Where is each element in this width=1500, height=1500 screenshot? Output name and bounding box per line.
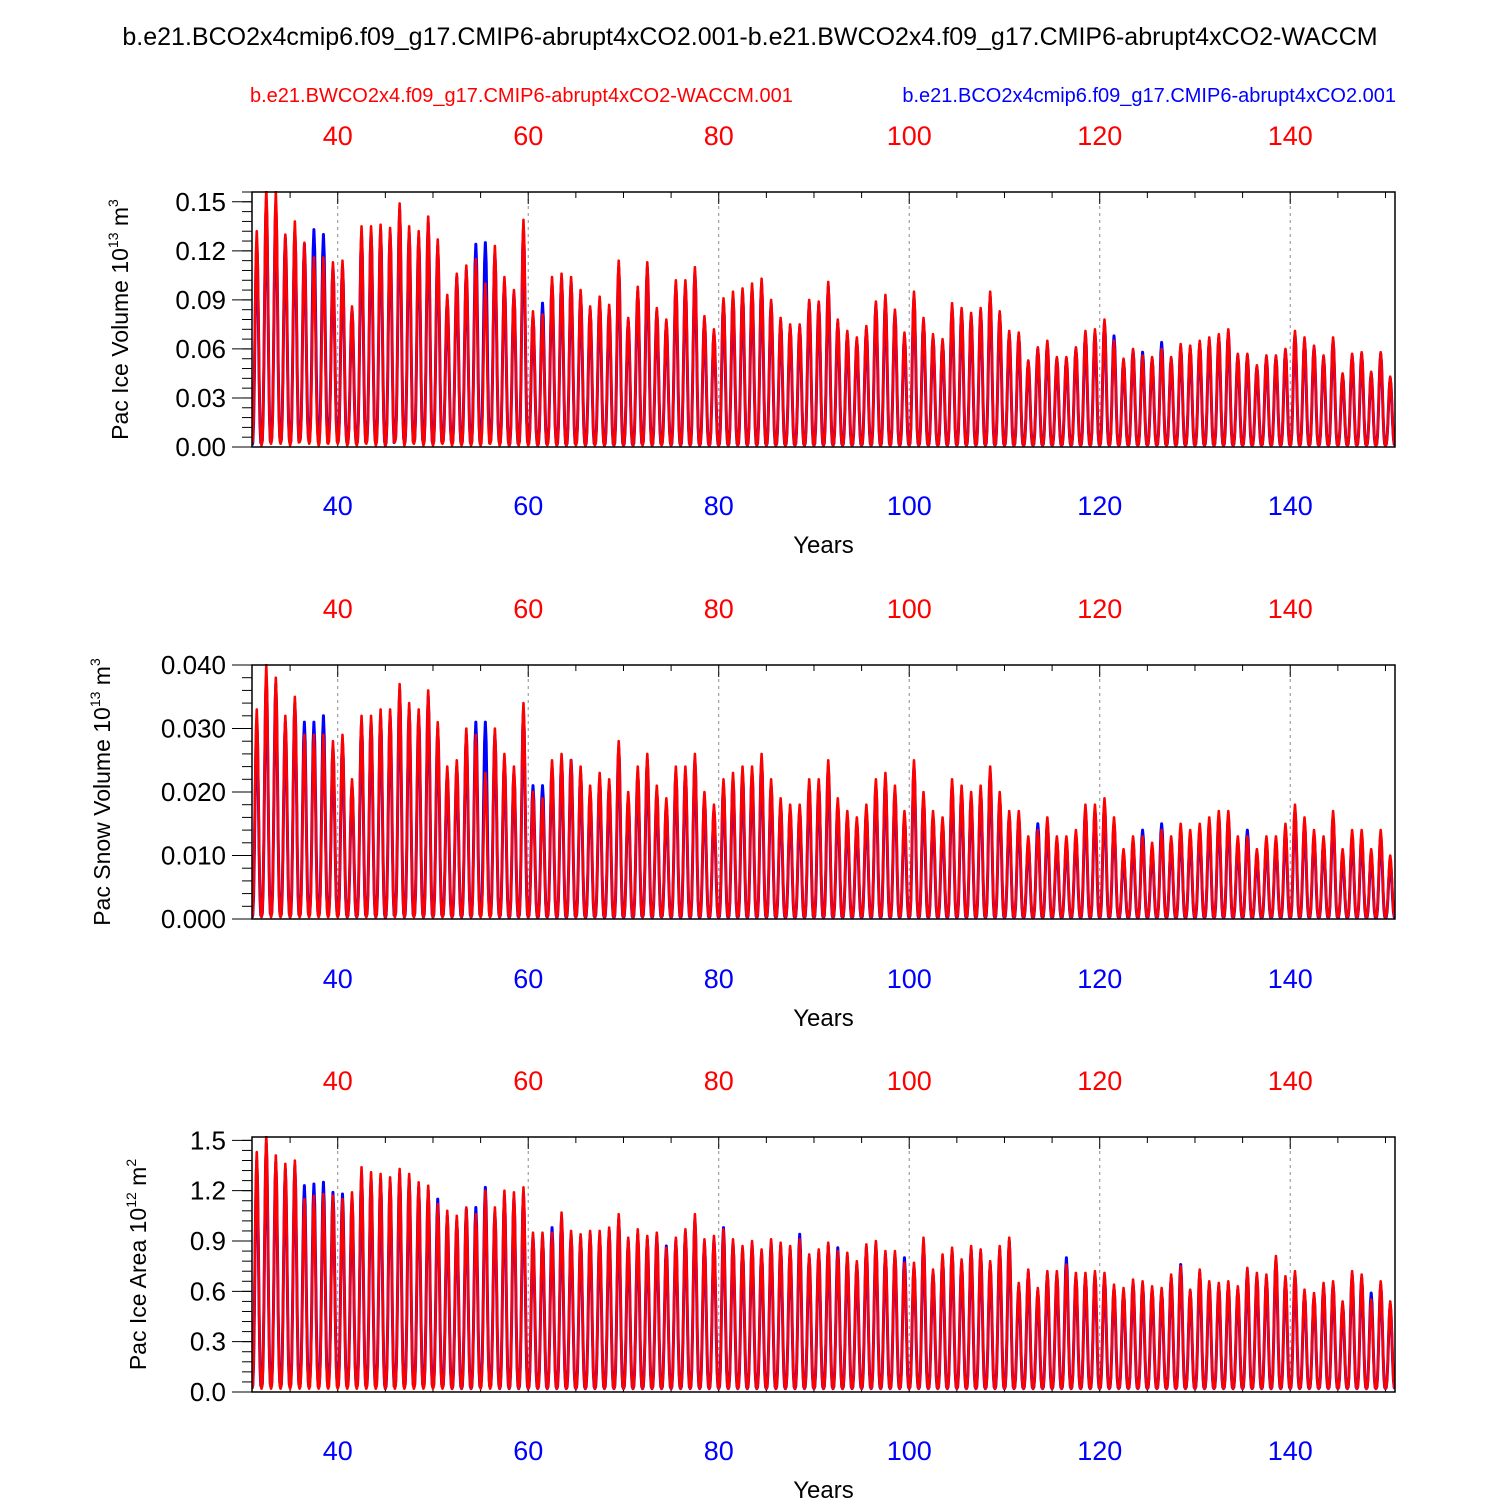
series-line-blue (252, 200, 1395, 447)
series-line-blue (252, 1142, 1395, 1391)
series-line-red (252, 191, 1395, 447)
y-tick-label: 0.6 (190, 1276, 226, 1306)
x-tick-label-top: 80 (704, 594, 734, 624)
plot-frame (251, 1136, 1396, 1393)
chart-panel-3: 40 40 60 60 80 80 100 100 120 120 140 140 0.0 0.3 0.6 0… (123, 1066, 1396, 1500)
y-tick-label: 1.5 (190, 1125, 226, 1155)
y-tick-label: 0.06 (175, 334, 226, 364)
x-tick-label-bottom: 120 (1077, 964, 1122, 994)
series-line-red (252, 1136, 1395, 1390)
y-tick-label: 0.0 (190, 1377, 226, 1407)
x-tick-label-bottom: 80 (704, 964, 734, 994)
x-tick-label-top: 60 (513, 1066, 543, 1096)
x-tick-label-bottom: 80 (704, 491, 734, 521)
y-tick-label: 0.040 (161, 650, 226, 680)
figure-title: b.e21.BCO2x4cmip6.f09_g17.CMIP6-abrupt4x… (122, 23, 1377, 51)
y-tick-label: 1.2 (190, 1176, 226, 1206)
x-tick-label-bottom: 140 (1268, 964, 1313, 994)
x-tick-label-bottom: 40 (323, 1436, 353, 1466)
x-tick-label-top: 100 (887, 594, 932, 624)
x-tick-label-top: 140 (1268, 121, 1313, 151)
x-tick-label-bottom: 140 (1268, 491, 1313, 521)
y-axis-label-exp: 12 (123, 1192, 139, 1208)
series-line-blue (252, 676, 1395, 919)
y-axis-label-unit-exp: 3 (87, 658, 103, 666)
y-axis-label-text: Pac Snow Volume 10 (89, 707, 115, 926)
plot-frame (251, 664, 1396, 920)
y-tick-label: 0.15 (175, 187, 226, 217)
y-tick-label: 0.010 (161, 841, 226, 871)
x-tick-label-bottom: 60 (513, 1436, 543, 1466)
x-tick-label-bottom: 40 (323, 491, 353, 521)
x-axis-label: Years (793, 1477, 854, 1500)
x-tick-label-bottom: 80 (704, 1436, 734, 1466)
y-tick-label: 0.00 (175, 432, 226, 462)
x-tick-label-top: 100 (887, 121, 932, 151)
y-axis-label-unit: m (125, 1167, 151, 1193)
y-axis-label: Pac Ice Volume 1013 m3 (105, 199, 133, 440)
y-axis-label: Pac Ice Area 1012 m2 (123, 1159, 151, 1371)
x-axis-label: Years (793, 1005, 854, 1032)
chart-panel-2: 40 40 60 60 80 80 100 100 120 120 140 140 0.000 0.010… (87, 594, 1396, 1032)
x-axis-label: Years (793, 532, 854, 559)
y-tick-label: 0.12 (175, 236, 226, 266)
x-tick-label-top: 40 (323, 121, 353, 151)
x-tick-label-top: 40 (323, 594, 353, 624)
y-axis-label-exp: 13 (105, 232, 121, 248)
x-tick-label-top: 100 (887, 1066, 932, 1096)
y-axis-label-unit-exp: 2 (123, 1159, 139, 1167)
x-tick-label-top: 120 (1077, 1066, 1122, 1096)
y-axis-label-unit-exp: 3 (105, 199, 121, 207)
y-tick-label: 0.020 (161, 777, 226, 807)
y-tick-label: 0.030 (161, 714, 226, 744)
x-tick-label-top: 60 (513, 121, 543, 151)
y-axis-label-unit: m (107, 207, 133, 233)
y-tick-label: 0.000 (161, 904, 226, 934)
x-tick-label-top: 80 (704, 121, 734, 151)
x-tick-label-top: 40 (323, 1066, 353, 1096)
legend-blue-run: b.e21.BCO2x4cmip6.f09_g17.CMIP6-abrupt4x… (902, 85, 1396, 107)
y-axis-label: Pac Snow Volume 1013 m3 (87, 658, 115, 926)
series-line-red (252, 664, 1395, 919)
x-tick-label-bottom: 120 (1077, 1436, 1122, 1466)
x-tick-label-bottom: 100 (887, 964, 932, 994)
x-tick-label-bottom: 40 (323, 964, 353, 994)
y-tick-label: 0.9 (190, 1226, 226, 1256)
x-tick-label-bottom: 120 (1077, 491, 1122, 521)
y-axis-label-exp: 13 (87, 691, 103, 707)
panels-group: 4040606080801001001201201401400.000.030.… (87, 121, 1396, 1500)
y-tick-label: 0.09 (175, 285, 226, 315)
x-tick-label-top: 120 (1077, 594, 1122, 624)
x-tick-label-bottom: 60 (513, 491, 543, 521)
x-tick-label-top: 120 (1077, 121, 1122, 151)
x-tick-label-bottom: 100 (887, 1436, 932, 1466)
y-tick-label: 0.03 (175, 383, 226, 413)
x-tick-label-bottom: 100 (887, 491, 932, 521)
plot-frame (251, 191, 1396, 448)
y-tick-label: 0.3 (190, 1327, 226, 1357)
y-axis-label-text: Pac Ice Volume 10 (107, 248, 133, 440)
x-tick-label-top: 140 (1268, 1066, 1313, 1096)
chart-panel-1: 40 40 60 60 80 80 100 100 120 120 140 140 0.00 0.03 0.… (105, 121, 1396, 559)
x-tick-label-bottom: 140 (1268, 1436, 1313, 1466)
x-tick-label-top: 80 (704, 1066, 734, 1096)
x-tick-label-top: 140 (1268, 594, 1313, 624)
y-axis-label-text: Pac Ice Area 10 (125, 1208, 151, 1370)
legend-red-run: b.e21.BWCO2x4.f09_g17.CMIP6-abrupt4xCO2-… (250, 85, 793, 107)
x-tick-label-top: 60 (513, 594, 543, 624)
x-tick-label-bottom: 60 (513, 964, 543, 994)
y-axis-label-unit: m (89, 666, 115, 692)
